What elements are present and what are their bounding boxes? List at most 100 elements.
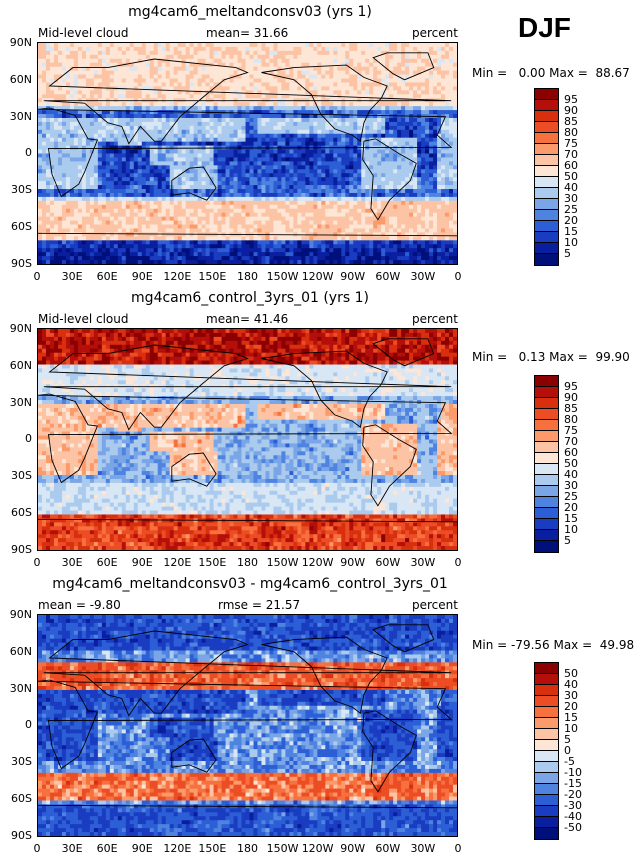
longitude-tick-label: 90E xyxy=(131,270,153,283)
colorbar-label: -40 xyxy=(564,810,582,823)
latitude-tick-label: 60S xyxy=(11,506,32,519)
colorbar-swatch xyxy=(535,111,558,122)
colorbar-label: -30 xyxy=(564,799,582,812)
longitude-tick-label: 120E xyxy=(163,556,192,569)
longitude-tick-label: 30W xyxy=(410,842,436,855)
variable-label: Mid-level cloud xyxy=(38,312,129,326)
colorbar-swatch xyxy=(535,740,558,751)
longitude-tick-label: 60W xyxy=(375,842,401,855)
coastline xyxy=(38,679,453,770)
colorbar-label: 60 xyxy=(564,159,578,172)
latitude-tick-label: 90S xyxy=(11,542,32,556)
colorbar-swatch xyxy=(535,100,558,111)
colorbar-swatch xyxy=(535,431,558,442)
latitude-tick-label: 60N xyxy=(9,358,32,372)
longitude-tick-label: 60W xyxy=(375,270,401,283)
coastline xyxy=(261,350,388,428)
panel-title: mg4cam6_meltandconsv03 (yrs 1) xyxy=(128,4,372,20)
colorbar xyxy=(534,88,559,266)
longitude-tick-label: 0 xyxy=(454,270,462,283)
longitude-tick-label: 60E xyxy=(96,842,118,855)
colorbar-label: 25 xyxy=(564,490,578,503)
colorbar-label: 40 xyxy=(564,468,578,481)
coastline xyxy=(362,710,417,793)
longitude-tick-label: 30E xyxy=(61,556,83,569)
longitude-tick-label: 30W xyxy=(410,556,436,569)
latitude-tick-label: 30N xyxy=(9,395,32,409)
colorbar-label: 40 xyxy=(564,678,578,691)
latitude-tick-label: 60N xyxy=(9,72,32,86)
longitude-tick-label: 0 xyxy=(454,842,462,855)
colorbar-swatch xyxy=(535,541,558,552)
latitude-tick-label: 60N xyxy=(9,644,32,658)
longitude-tick-label: 90W xyxy=(340,842,366,855)
longitude-tick-label: 0 xyxy=(33,842,41,855)
variable-label: Mid-level cloud xyxy=(38,26,129,40)
coastline xyxy=(362,424,417,507)
longitude-tick-label: 30E xyxy=(61,270,83,283)
colorbar-swatch xyxy=(535,475,558,486)
longitude-tick-label: 150E xyxy=(198,842,227,855)
colorbar-label: 10 xyxy=(564,722,578,735)
coastline xyxy=(372,52,435,81)
longitude-tick-label: 120W xyxy=(301,556,334,569)
colorbar-swatch xyxy=(535,420,558,431)
colorbar-label: 50 xyxy=(564,457,578,470)
map-plot xyxy=(37,328,458,551)
colorbar-swatch xyxy=(535,497,558,508)
colorbar-label: 20 xyxy=(564,700,578,713)
colorbar-swatch xyxy=(535,464,558,475)
longitude-tick-label: 90E xyxy=(131,556,153,569)
coastline xyxy=(43,58,452,145)
latitude-tick-label: 90S xyxy=(11,256,32,270)
colorbar-label: 75 xyxy=(564,424,578,437)
colorbar-label: 70 xyxy=(564,435,578,448)
longitude-tick-label: 180 xyxy=(236,270,258,283)
colorbar-swatch xyxy=(535,663,558,674)
longitude-tick-label: 150W xyxy=(266,270,299,283)
colorbar-label: 90 xyxy=(564,391,578,404)
coastline xyxy=(362,138,417,221)
colorbar-label: 80 xyxy=(564,413,578,426)
colorbar-label: 0 xyxy=(564,744,571,757)
longitude-tick-label: 60W xyxy=(375,556,401,569)
latitude-tick-label: 30N xyxy=(9,681,32,695)
latitude-tick-label: 30S xyxy=(11,469,32,483)
colorbar-swatch xyxy=(535,530,558,541)
colorbar xyxy=(534,662,559,840)
colorbar-label: 30 xyxy=(564,192,578,205)
colorbar-label: 85 xyxy=(564,402,578,415)
longitude-tick-label: 30W xyxy=(410,270,436,283)
colorbar-label: 5 xyxy=(564,733,571,746)
colorbar-label: 10 xyxy=(564,523,578,536)
coastline xyxy=(171,166,217,201)
colorbar-swatch xyxy=(535,188,558,199)
colorbar-swatch xyxy=(535,486,558,497)
latitude-tick-label: 60S xyxy=(11,792,32,805)
map-plot xyxy=(37,614,458,837)
colorbar-label: -15 xyxy=(564,777,582,790)
map-plot xyxy=(37,42,458,265)
coastline xyxy=(261,64,388,142)
colorbar-swatch xyxy=(535,508,558,519)
colorbar-swatch xyxy=(535,519,558,530)
latitude-tick-label: 90N xyxy=(9,36,32,49)
latitude-tick-label: 30S xyxy=(11,755,32,769)
longitude-tick-label: 0 xyxy=(454,556,462,569)
colorbar-label: 95 xyxy=(564,93,578,106)
colorbar-swatch xyxy=(535,453,558,464)
longitude-tick-label: 120E xyxy=(163,270,192,283)
longitude-tick-label: 60E xyxy=(96,270,118,283)
coastline xyxy=(171,452,217,487)
colorbar-label: -10 xyxy=(564,766,582,779)
latitude-tick-label: 0 xyxy=(25,718,32,732)
colorbar-swatch xyxy=(535,177,558,188)
latitude-tick-label: 90S xyxy=(11,828,32,842)
min-max-label: Min = 0.13 Max = 99.90 xyxy=(472,350,630,364)
colorbar-label: 60 xyxy=(564,446,578,459)
colorbar-swatch xyxy=(535,685,558,696)
coastline xyxy=(38,393,453,484)
colorbar-swatch xyxy=(535,221,558,232)
colorbar-swatch xyxy=(535,409,558,420)
colorbar-swatch xyxy=(535,773,558,784)
